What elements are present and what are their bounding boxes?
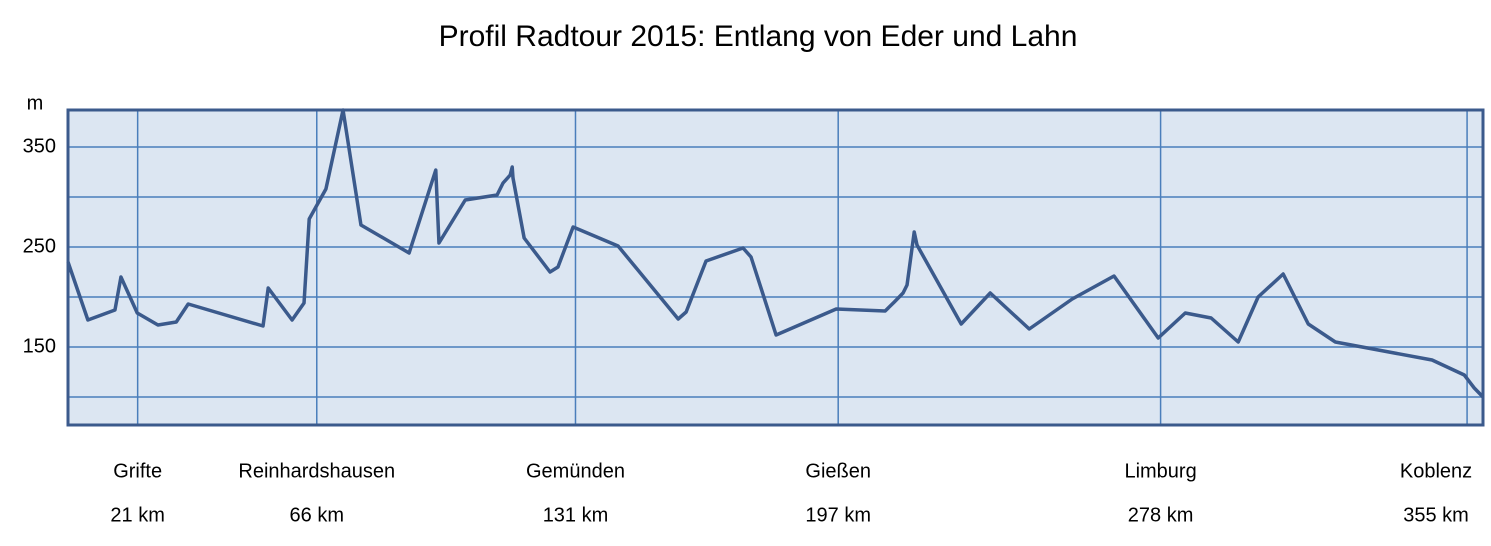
y-tick-label: 250 [23, 235, 56, 257]
town-distance: 197 km [805, 504, 871, 526]
plot-area [68, 110, 1483, 425]
town-distance: 355 km [1403, 504, 1469, 526]
town-distance: 131 km [543, 504, 609, 526]
y-axis-label: m [27, 92, 44, 114]
chart-title: Profil Radtour 2015: Entlang von Eder un… [439, 20, 1078, 53]
town-name: Reinhardshausen [238, 460, 395, 482]
plot-border [66, 108, 1485, 427]
y-tick-label: 350 [23, 135, 56, 157]
elevation-line [66, 108, 1485, 399]
town-name: Limburg [1124, 460, 1196, 482]
y-tick-label: 150 [23, 335, 56, 357]
town-distance: 66 km [290, 504, 344, 526]
town-name: Grifte [113, 460, 162, 482]
town-name: Gemünden [526, 460, 625, 482]
town-name: Gießen [805, 460, 871, 482]
town-name: Koblenz [1400, 460, 1472, 482]
town-distance: 21 km [110, 504, 164, 526]
town-distance: 278 km [1128, 504, 1194, 526]
